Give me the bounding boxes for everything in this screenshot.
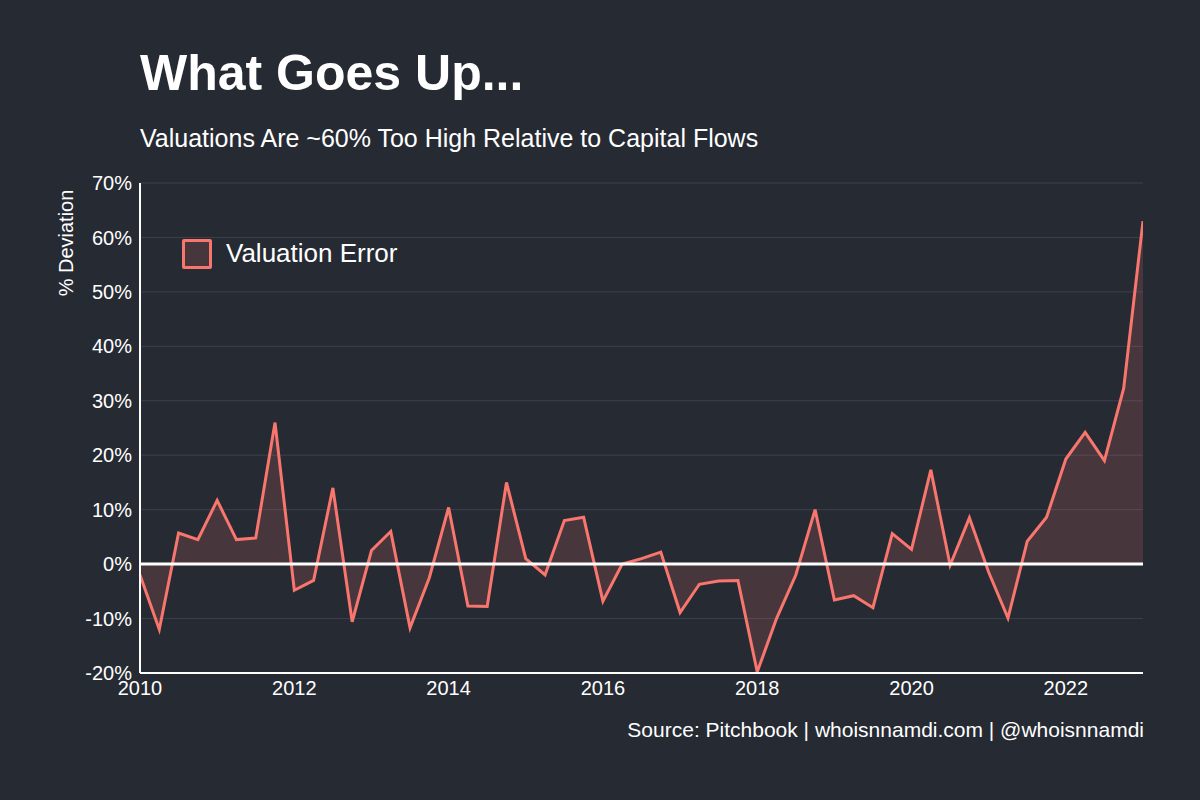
svg-text:70%: 70% <box>92 172 132 194</box>
html-text:What Goes Up...: What Goes Up... <box>140 45 524 101</box>
svg-text:2022: 2022 <box>1044 677 1089 699</box>
svg-text:2010: 2010 <box>117 677 163 700</box>
svg-text:40%: 40% <box>92 335 132 357</box>
html-text:Source: Pitchbook | whoisnnamd: Source: Pitchbook | whoisnnamdi.com | @w… <box>627 718 1144 741</box>
svg-text:10%: 10% <box>92 499 132 521</box>
svg-text:2016: 2016 <box>581 677 626 699</box>
svg-text:-10%: -10% <box>85 608 132 630</box>
html-text:Valuation Error: Valuation Error <box>226 238 398 268</box>
svg-text:60%: 60% <box>92 227 132 249</box>
html-text:Valuations Are ~60% Too High R: Valuations Are ~60% Too High Relative to… <box>140 124 759 152</box>
svg-text:2012: 2012 <box>272 677 317 699</box>
svg-text:50%: 50% <box>92 281 132 303</box>
svg-text:-20%: -20% <box>85 662 132 684</box>
html-text:% Deviation: % Deviation <box>54 189 77 297</box>
svg-text:0%: 0% <box>103 553 132 575</box>
svg-text:2014: 2014 <box>426 677 471 699</box>
svg-text:20%: 20% <box>92 444 132 466</box>
svg-text:2018: 2018 <box>735 677 780 699</box>
svg-text:2020: 2020 <box>889 677 934 699</box>
svg-text:30%: 30% <box>92 390 132 412</box>
